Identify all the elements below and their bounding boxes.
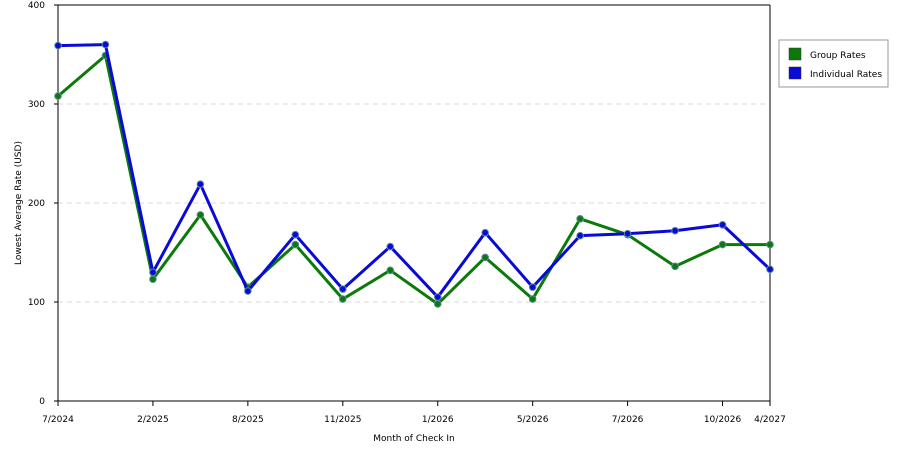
- x-tick-label: 5/2026: [517, 415, 549, 425]
- data-point: [718, 220, 727, 229]
- legend: Group Rates Individual Rates: [778, 39, 889, 88]
- data-point: [339, 295, 347, 303]
- data-point: [766, 265, 774, 274]
- legend-swatch: [788, 47, 802, 61]
- data-point: [54, 92, 62, 100]
- series: [54, 40, 774, 308]
- x-tick-label: 11/2025: [324, 415, 361, 425]
- y-tick-label: 400: [28, 1, 45, 11]
- legend-swatch: [788, 66, 802, 80]
- data-point: [671, 262, 679, 271]
- data-point: [481, 253, 490, 262]
- data-point: [54, 41, 62, 50]
- x-ticks: 7/2024 2/2025 8/2025 11/2025 1/2026 5/2026 7/2…: [42, 401, 786, 425]
- grid-lines: [58, 103, 770, 303]
- data-point: [149, 275, 157, 284]
- data-point: [528, 283, 537, 291]
- series-1: [54, 40, 774, 301]
- legend-label: Individual Rates: [810, 70, 882, 80]
- y-ticks: 0 100 200 300 400: [28, 1, 58, 407]
- data-point: [433, 300, 442, 308]
- data-point: [386, 266, 395, 275]
- x-tick-label: 10/2026: [704, 415, 742, 425]
- data-point: [196, 211, 205, 219]
- series-line: [57, 43, 772, 299]
- data-point: [766, 240, 774, 249]
- y-axis-title: Lowest Average Rate (USD): [14, 141, 24, 265]
- data-point: [291, 240, 300, 249]
- data-point: [623, 229, 632, 238]
- data-point: [576, 231, 584, 240]
- data-point: [101, 40, 110, 49]
- x-tick-label: 4/2027: [754, 415, 786, 425]
- x-tick-label: 2/2025: [137, 415, 169, 425]
- series-line: [57, 53, 770, 306]
- data-point: [291, 230, 300, 239]
- data-point: [244, 287, 252, 295]
- legend-items: Group Rates Individual Rates: [788, 47, 882, 80]
- data-point: [528, 295, 537, 303]
- x-tick-label: 7/2024: [42, 415, 74, 425]
- y-tick-label: 0: [39, 397, 45, 407]
- data-point: [339, 285, 347, 293]
- data-point: [433, 293, 442, 301]
- x-axis-title: Month of Check In: [373, 434, 455, 444]
- data-point: [671, 226, 679, 235]
- data-point: [386, 242, 395, 251]
- x-tick-label: 1/2026: [422, 415, 454, 425]
- data-point: [718, 240, 727, 249]
- x-tick-label: 8/2025: [232, 415, 264, 425]
- y-tick-label: 200: [28, 199, 45, 209]
- data-point: [576, 215, 584, 223]
- y-tick-label: 300: [28, 100, 45, 110]
- data-point: [481, 228, 490, 237]
- series-0: [54, 51, 774, 308]
- y-tick-label: 100: [28, 298, 45, 308]
- data-point: [149, 268, 157, 277]
- legend-label: Group Rates: [810, 51, 866, 61]
- x-tick-label: 7/2026: [612, 415, 644, 425]
- data-point: [196, 180, 205, 188]
